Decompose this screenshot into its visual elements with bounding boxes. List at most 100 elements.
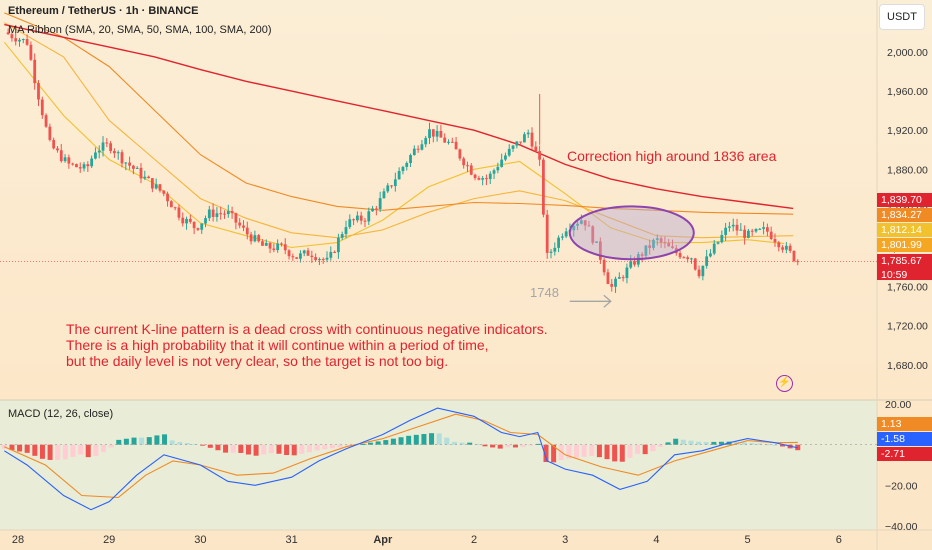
macd-histogram-bar	[741, 442, 747, 445]
candle-body	[295, 257, 299, 259]
candle-body	[758, 228, 762, 230]
candle-body	[135, 167, 139, 169]
time-tick-label: 5	[745, 534, 751, 546]
macd-histogram-bar	[688, 440, 694, 445]
candle-body	[124, 162, 128, 164]
macd-histogram-bar	[78, 444, 84, 455]
macd-legend[interactable]: MACD (12, 26, close)	[8, 408, 114, 420]
candle-body	[185, 218, 188, 224]
macd-histogram-bar	[184, 443, 190, 445]
candle-body	[469, 165, 473, 175]
price-tag: 1,834.27	[877, 208, 932, 222]
candle-body	[10, 34, 14, 39]
candle-body	[720, 234, 724, 243]
ma-line-sma-200	[4, 23, 794, 210]
symbol-title[interactable]: Ethereum / TetherUS · 1h · BINANCE	[8, 5, 199, 17]
support-arrow-head	[603, 294, 612, 308]
candle-body	[595, 241, 598, 243]
candle-body	[724, 227, 728, 235]
macd-histogram-bar	[131, 437, 137, 445]
candle-body	[355, 215, 359, 221]
macd-histogram-bar	[604, 444, 610, 460]
macd-tag: -2.71	[877, 447, 932, 461]
macd-histogram-bar	[55, 444, 61, 460]
candle-body	[386, 185, 390, 192]
price-tag: 1,812.14	[877, 223, 932, 237]
candle-body	[701, 265, 705, 277]
candle-body	[169, 201, 173, 208]
candle-body	[340, 234, 344, 238]
candle-body	[150, 178, 154, 189]
candle-body	[443, 137, 447, 143]
macd-histogram-bar	[444, 437, 450, 445]
macd-histogram-bar	[543, 444, 549, 463]
candle-body	[598, 241, 602, 260]
macd-histogram-bar	[703, 442, 709, 445]
candle-body	[542, 159, 545, 215]
candle-body	[344, 227, 348, 235]
candle-body	[105, 142, 109, 144]
candle-body	[412, 148, 416, 156]
macd-histogram-bar	[169, 440, 175, 445]
macd-tick-label: −20.00	[885, 480, 918, 492]
candle-body	[59, 150, 63, 162]
candle-body	[116, 152, 120, 154]
price-tick-label: 1,880.00	[887, 164, 928, 176]
macd-histogram-bar	[93, 444, 99, 456]
candle-body	[690, 258, 693, 260]
candle-body	[519, 141, 523, 143]
candle-body	[545, 214, 549, 253]
lightning-icon[interactable]: ⚡	[776, 375, 793, 392]
candle-body	[374, 208, 378, 210]
macd-histogram-bar	[245, 444, 251, 455]
macd-tick-label: −40.00	[885, 521, 918, 533]
candle-body	[439, 130, 443, 138]
currency-button[interactable]: USDT	[879, 4, 925, 30]
candle-body	[682, 257, 686, 259]
macd-histogram-bar	[253, 444, 259, 456]
macd-histogram-bar	[268, 444, 274, 454]
candle-body	[272, 248, 276, 251]
macd-histogram-bar	[215, 444, 221, 451]
price-tick-label: 1,960.00	[887, 86, 928, 98]
price-tag: 1,801.99	[877, 238, 932, 252]
candle-body	[652, 239, 655, 248]
macd-tag: -1.58	[877, 432, 932, 446]
macd-histogram-bar	[17, 444, 23, 452]
candle-body	[329, 251, 333, 258]
indicator-legend[interactable]: MA Ribbon (SMA, 20, SMA, 50, SMA, 100, S…	[8, 24, 272, 36]
candle-body	[409, 155, 412, 164]
macd-histogram-bar	[574, 444, 580, 458]
candle-body	[131, 165, 135, 169]
candle-body	[25, 39, 29, 45]
macd-histogram-bar	[230, 444, 236, 453]
macd-histogram-bar	[207, 444, 213, 448]
candle-body	[82, 164, 86, 169]
candle-body	[788, 245, 792, 251]
candle-body	[523, 134, 526, 143]
macd-histogram-bar	[108, 444, 114, 448]
candle-body	[18, 39, 21, 42]
macd-histogram-bar	[482, 444, 488, 447]
macd-histogram-bar	[276, 444, 282, 454]
candle-body	[606, 272, 610, 284]
macd-line	[4, 407, 798, 511]
candle-body	[769, 231, 773, 239]
candle-body	[6, 32, 10, 35]
macd-tick-label: 20.00	[885, 399, 911, 411]
candle-body	[530, 132, 534, 147]
candle-body	[154, 184, 158, 189]
candle-body	[492, 170, 496, 174]
macd-histogram-bar	[451, 441, 457, 445]
candle-body	[538, 151, 542, 160]
macd-histogram-bar	[32, 444, 38, 456]
candle-body	[120, 152, 124, 164]
candle-body	[371, 208, 374, 212]
macd-histogram-bar	[322, 444, 328, 450]
price-tick-label: 1,920.00	[887, 125, 928, 137]
macd-histogram-bar	[299, 444, 305, 454]
candle-body	[211, 209, 215, 217]
candle-body	[686, 257, 690, 260]
macd-histogram-bar	[642, 444, 648, 455]
